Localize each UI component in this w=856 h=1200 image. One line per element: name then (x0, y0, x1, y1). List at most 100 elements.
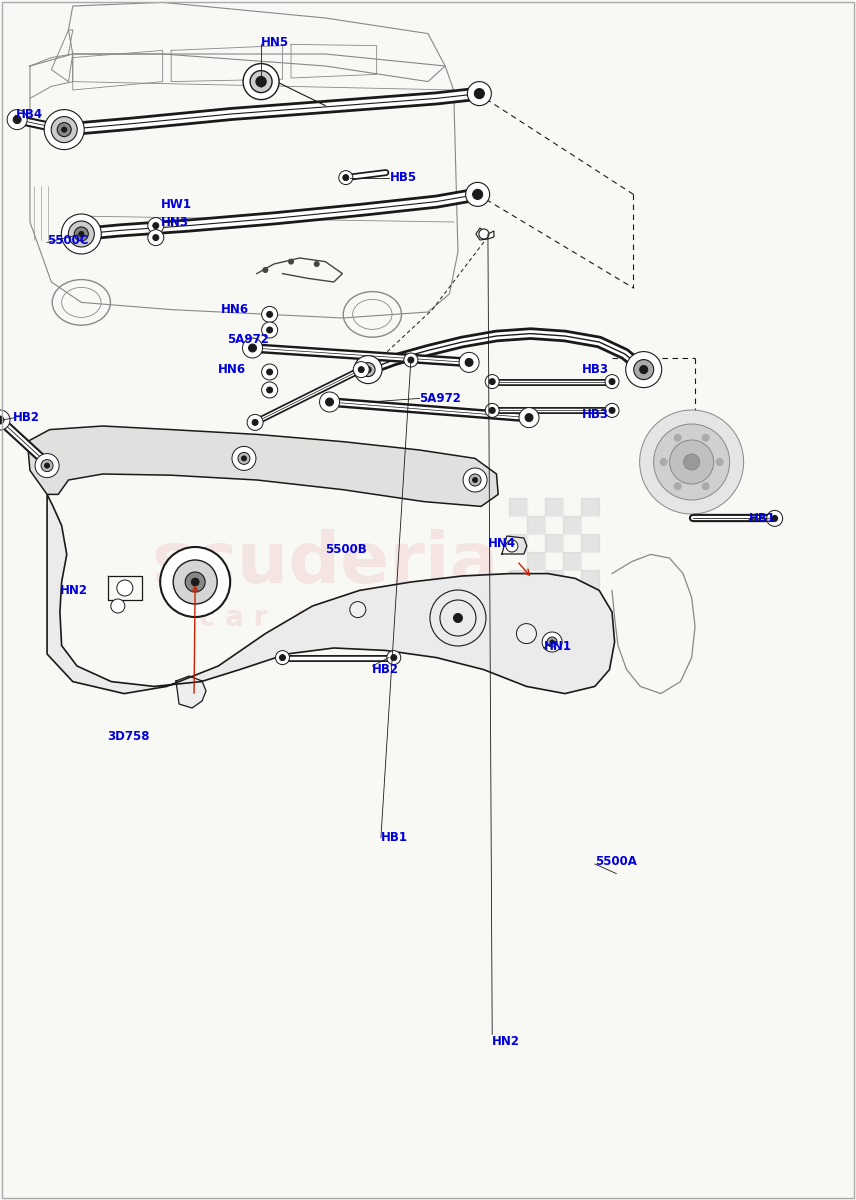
Circle shape (68, 221, 94, 247)
Circle shape (674, 482, 681, 491)
Circle shape (771, 516, 778, 521)
Circle shape (35, 454, 59, 478)
Circle shape (242, 338, 263, 358)
Circle shape (459, 353, 479, 372)
Circle shape (767, 510, 782, 527)
Circle shape (489, 379, 496, 384)
Circle shape (342, 174, 348, 180)
Circle shape (266, 312, 273, 318)
Text: HB3: HB3 (582, 408, 609, 420)
Circle shape (633, 360, 654, 379)
Circle shape (605, 374, 619, 389)
Polygon shape (27, 426, 498, 506)
Circle shape (45, 109, 84, 150)
Circle shape (674, 433, 681, 442)
Circle shape (485, 403, 499, 418)
Bar (545, 516, 563, 534)
Circle shape (0, 416, 4, 424)
Bar (527, 498, 545, 516)
Circle shape (654, 424, 729, 500)
Circle shape (238, 452, 250, 464)
Circle shape (148, 217, 163, 234)
Circle shape (365, 367, 372, 372)
Text: 5A972: 5A972 (227, 334, 269, 346)
Circle shape (191, 578, 199, 586)
Text: 5500B: 5500B (325, 544, 367, 556)
Circle shape (542, 632, 562, 652)
Bar (581, 498, 599, 516)
Circle shape (702, 433, 710, 442)
Circle shape (339, 170, 353, 185)
Circle shape (469, 474, 481, 486)
Circle shape (57, 122, 71, 137)
Circle shape (62, 127, 67, 132)
Circle shape (279, 655, 286, 660)
Text: 3D758: 3D758 (107, 731, 150, 743)
Bar (545, 552, 563, 570)
Circle shape (148, 229, 163, 246)
Circle shape (702, 482, 710, 491)
Circle shape (116, 580, 133, 596)
Text: c a r   p a r t s: c a r p a r t s (199, 604, 417, 632)
Circle shape (547, 637, 557, 647)
Circle shape (74, 227, 88, 241)
Polygon shape (176, 676, 206, 708)
Bar (581, 570, 599, 588)
Text: 5500C: 5500C (47, 234, 88, 246)
Circle shape (45, 463, 50, 468)
Bar (563, 498, 581, 516)
Bar (509, 534, 527, 552)
Circle shape (262, 364, 277, 380)
Circle shape (519, 408, 539, 427)
Circle shape (361, 362, 375, 377)
Circle shape (262, 382, 277, 398)
Bar (527, 534, 545, 552)
Circle shape (626, 352, 662, 388)
Circle shape (465, 359, 473, 366)
Circle shape (252, 419, 259, 425)
Bar (563, 570, 581, 588)
Circle shape (262, 266, 269, 272)
Circle shape (463, 468, 487, 492)
Bar (509, 516, 527, 534)
Circle shape (354, 361, 369, 378)
Circle shape (262, 322, 277, 338)
Circle shape (262, 306, 277, 323)
Circle shape (0, 410, 10, 430)
Text: HN6: HN6 (218, 364, 247, 376)
Bar (581, 534, 599, 552)
Circle shape (605, 403, 619, 418)
Circle shape (467, 82, 491, 106)
Circle shape (404, 353, 418, 367)
Circle shape (609, 379, 615, 384)
Circle shape (473, 478, 478, 482)
Circle shape (247, 414, 263, 431)
Bar (545, 570, 563, 588)
Circle shape (160, 547, 230, 617)
Circle shape (110, 599, 125, 613)
Circle shape (152, 235, 159, 240)
Circle shape (516, 624, 537, 643)
Circle shape (466, 182, 490, 206)
Circle shape (350, 601, 366, 618)
Circle shape (390, 655, 397, 660)
Circle shape (51, 116, 77, 143)
Polygon shape (47, 494, 615, 694)
Circle shape (473, 190, 483, 199)
Text: HB5: HB5 (389, 172, 417, 184)
Circle shape (489, 408, 496, 413)
Circle shape (474, 89, 484, 98)
Circle shape (266, 326, 273, 332)
Circle shape (407, 358, 414, 362)
Text: HN6: HN6 (221, 304, 249, 316)
Bar (527, 516, 545, 534)
Circle shape (241, 456, 247, 461)
Text: HB1: HB1 (749, 512, 776, 524)
Bar (527, 570, 545, 588)
Bar (527, 552, 545, 570)
Circle shape (319, 392, 340, 412)
Circle shape (313, 260, 320, 266)
Circle shape (639, 366, 648, 373)
Text: HN3: HN3 (161, 216, 189, 228)
Bar (581, 516, 599, 534)
